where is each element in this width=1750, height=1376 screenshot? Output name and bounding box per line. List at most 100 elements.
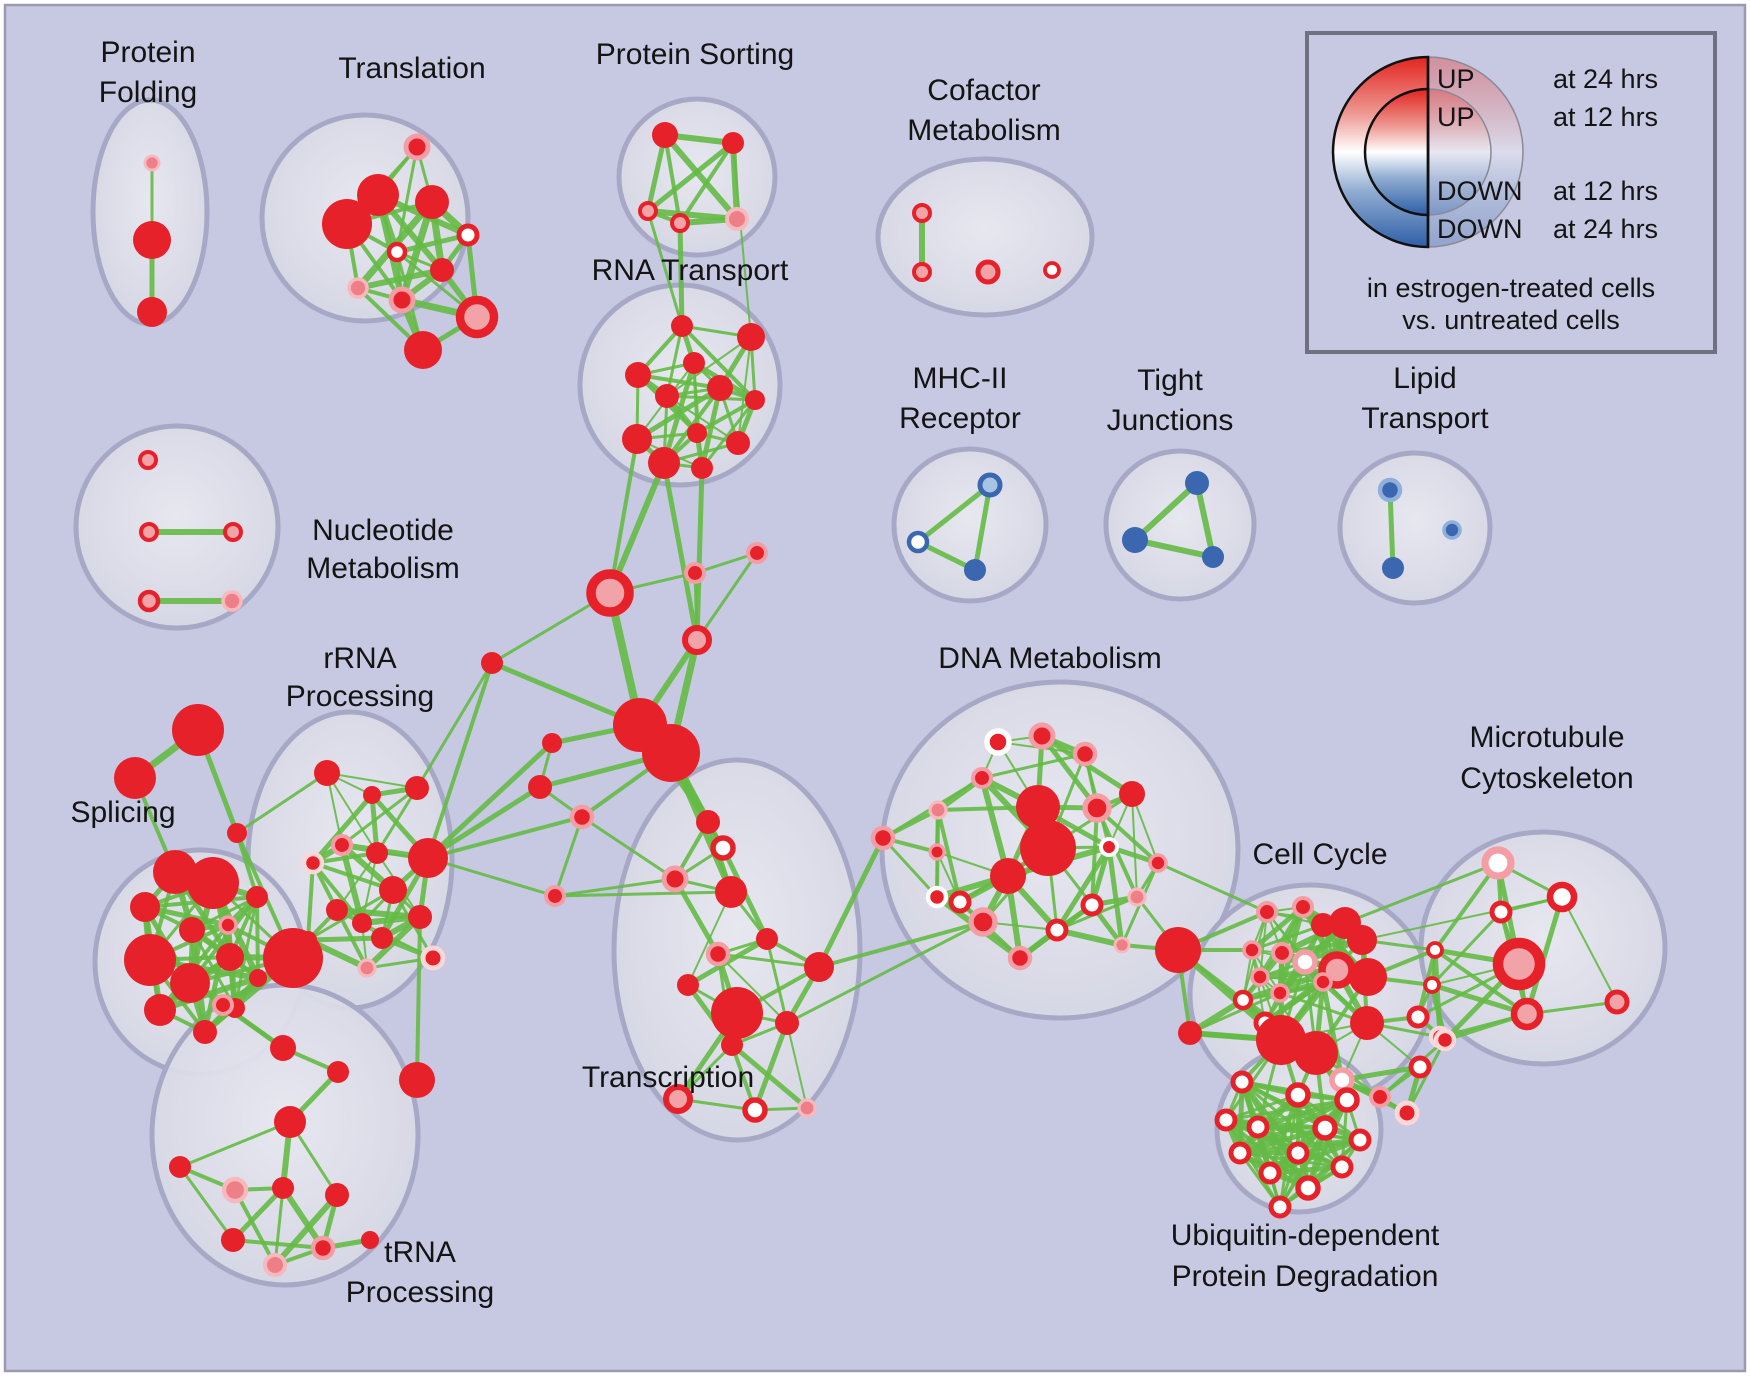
gene-node[interactable] xyxy=(745,390,765,410)
gene-node[interactable] xyxy=(912,262,932,282)
gene-node[interactable] xyxy=(1348,1128,1372,1152)
gene-node[interactable] xyxy=(975,259,1001,285)
gene-node[interactable] xyxy=(357,174,399,216)
gene-node[interactable] xyxy=(725,207,749,231)
gene-node[interactable] xyxy=(361,1231,379,1249)
gene-node[interactable] xyxy=(683,352,705,374)
gene-node[interactable] xyxy=(804,952,834,982)
gene-node[interactable] xyxy=(139,522,159,542)
gene-node[interactable] xyxy=(912,203,932,223)
gene-node[interactable] xyxy=(1246,1115,1270,1139)
gene-node[interactable] xyxy=(263,1253,287,1277)
gene-node[interactable] xyxy=(928,843,946,861)
gene-node[interactable] xyxy=(622,424,652,454)
gene-node[interactable] xyxy=(1255,900,1279,924)
gene-node[interactable] xyxy=(249,969,267,987)
gene-node[interactable] xyxy=(1178,1021,1202,1045)
gene-node[interactable] xyxy=(1313,972,1333,992)
gene-node[interactable] xyxy=(1377,477,1403,503)
gene-node[interactable] xyxy=(366,842,388,864)
gene-node[interactable] xyxy=(386,241,408,263)
gene-node[interactable] xyxy=(1185,471,1209,495)
gene-node[interactable] xyxy=(1334,1087,1360,1113)
gene-node[interactable] xyxy=(722,132,744,154)
gene-node[interactable] xyxy=(330,833,354,857)
gene-node[interactable] xyxy=(586,569,634,617)
gene-node[interactable] xyxy=(246,886,268,908)
gene-node[interactable] xyxy=(1546,881,1578,913)
gene-node[interactable] xyxy=(1329,1067,1355,1093)
gene-node[interactable] xyxy=(687,423,707,443)
gene-node[interactable] xyxy=(742,1097,768,1123)
gene-node[interactable] xyxy=(671,315,693,337)
gene-node[interactable] xyxy=(216,943,244,971)
gene-node[interactable] xyxy=(756,928,778,950)
gene-node[interactable] xyxy=(405,776,429,800)
gene-node[interactable] xyxy=(352,913,372,933)
gene-node[interactable] xyxy=(124,934,176,986)
gene-node[interactable] xyxy=(1082,793,1112,823)
gene-node[interactable] xyxy=(1202,546,1224,568)
gene-node[interactable] xyxy=(990,858,1026,894)
gene-node[interactable] xyxy=(272,1177,294,1199)
gene-node[interactable] xyxy=(430,258,454,282)
gene-node[interactable] xyxy=(1442,520,1462,540)
gene-node[interactable] xyxy=(371,927,393,949)
gene-node[interactable] xyxy=(1492,937,1546,991)
gene-node[interactable] xyxy=(1214,1108,1238,1132)
gene-node[interactable] xyxy=(211,993,235,1017)
gene-node[interactable] xyxy=(683,561,707,585)
gene-node[interactable] xyxy=(1294,1031,1338,1075)
gene-node[interactable] xyxy=(1232,989,1254,1011)
gene-node[interactable] xyxy=(347,277,369,299)
gene-node[interactable] xyxy=(677,974,699,996)
gene-node[interactable] xyxy=(642,724,700,782)
gene-node[interactable] xyxy=(726,431,750,455)
gene-node[interactable] xyxy=(221,1228,245,1252)
gene-node[interactable] xyxy=(1228,1141,1252,1165)
gene-node[interactable] xyxy=(1045,918,1069,942)
gene-node[interactable] xyxy=(403,133,431,161)
gene-node[interactable] xyxy=(301,851,325,875)
gene-node[interactable] xyxy=(1426,941,1444,959)
gene-node[interactable] xyxy=(906,530,930,554)
gene-node[interactable] xyxy=(221,590,243,612)
gene-node[interactable] xyxy=(638,201,658,221)
gene-node[interactable] xyxy=(652,122,678,148)
gene-node[interactable] xyxy=(710,835,736,861)
gene-node[interactable] xyxy=(363,786,381,804)
gene-node[interactable] xyxy=(455,295,499,339)
gene-node[interactable] xyxy=(1433,1028,1457,1052)
gene-node[interactable] xyxy=(144,994,176,1026)
gene-node[interactable] xyxy=(1408,1055,1432,1079)
gene-node[interactable] xyxy=(114,757,156,799)
gene-node[interactable] xyxy=(928,800,948,820)
gene-node[interactable] xyxy=(1113,936,1131,954)
gene-node[interactable] xyxy=(1350,1006,1384,1040)
gene-node[interactable] xyxy=(569,804,595,830)
gene-node[interactable] xyxy=(1270,941,1294,965)
gene-node[interactable] xyxy=(1016,785,1060,829)
gene-node[interactable] xyxy=(172,704,224,756)
gene-node[interactable] xyxy=(1230,1070,1254,1094)
gene-node[interactable] xyxy=(625,362,651,388)
gene-node[interactable] xyxy=(721,1034,743,1056)
gene-node[interactable] xyxy=(661,865,689,893)
gene-node[interactable] xyxy=(327,1061,349,1083)
gene-node[interactable] xyxy=(977,472,1003,498)
gene-node[interactable] xyxy=(1007,945,1033,971)
gene-node[interactable] xyxy=(1368,1085,1392,1109)
gene-node[interactable] xyxy=(1256,1015,1306,1065)
gene-node[interactable] xyxy=(1270,983,1290,1003)
gene-node[interactable] xyxy=(169,1156,191,1178)
gene-node[interactable] xyxy=(1099,837,1119,857)
gene-node[interactable] xyxy=(1119,781,1145,807)
gene-node[interactable] xyxy=(1330,1155,1354,1179)
gene-node[interactable] xyxy=(1604,989,1630,1015)
gene-node[interactable] xyxy=(745,541,769,565)
gene-node[interactable] xyxy=(1148,853,1168,873)
gene-node[interactable] xyxy=(322,199,372,249)
gene-node[interactable] xyxy=(1020,820,1076,876)
gene-node[interactable] xyxy=(357,958,377,978)
gene-node[interactable] xyxy=(223,522,243,542)
